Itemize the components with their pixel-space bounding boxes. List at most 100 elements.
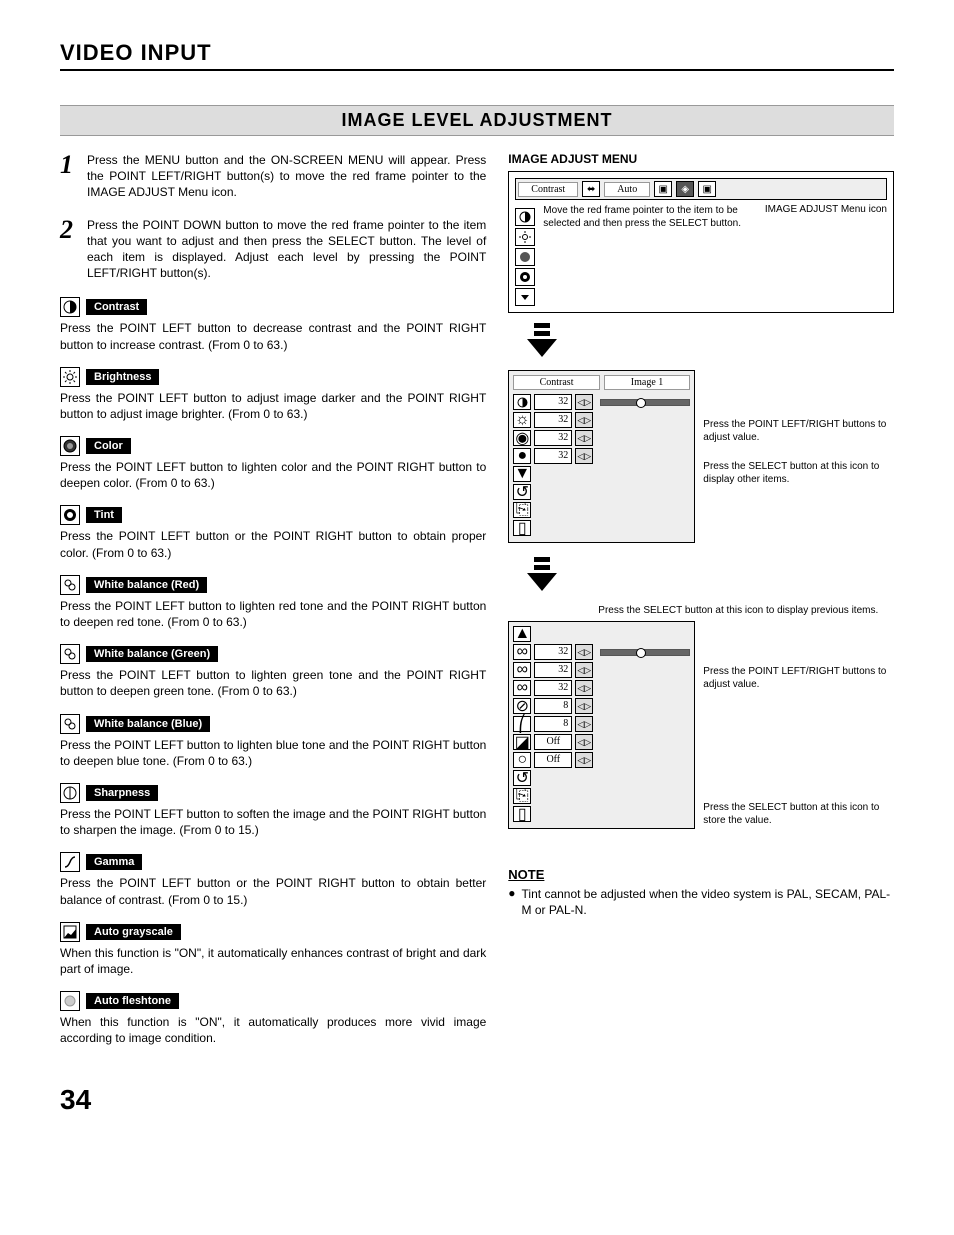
item-text: Press the POINT LEFT button to lighten g… <box>60 667 486 699</box>
section-bar: IMAGE LEVEL ADJUSTMENT <box>60 105 894 136</box>
arrow-down <box>522 557 894 598</box>
wb-red-icon <box>60 575 80 595</box>
item-contrast: Contrast Press the POINT LEFT button to … <box>60 297 486 352</box>
item-text: When this function is "ON", it automatic… <box>60 945 486 977</box>
sharpness-icon <box>60 783 80 803</box>
tb-icon: ⬌ <box>582 181 600 197</box>
note-text: Tint cannot be adjusted when the video s… <box>522 886 894 918</box>
item-text: Press the POINT LEFT button to adjust im… <box>60 390 486 422</box>
note-row: ● Tint cannot be adjusted when the video… <box>508 886 894 918</box>
val: 32 <box>534 680 572 696</box>
grayscale-icon <box>60 922 80 942</box>
store-icon: ⎘ <box>513 788 531 804</box>
sharpness-icon: ⊘ <box>513 698 531 714</box>
submenu-2: ▲ ∞32◁▷ ∞32◁▷ ∞32◁▷ ⊘8◁▷ ⎛8◁▷ ◪Off◁▷ ○Of… <box>508 621 695 829</box>
val: 32 <box>534 430 572 446</box>
lr-arrow: ◁▷ <box>575 752 593 768</box>
lr-arrow: ◁▷ <box>575 412 593 428</box>
slider <box>600 649 690 656</box>
wb-green-icon <box>60 644 80 664</box>
reset-icon: ↺ <box>513 484 531 500</box>
lr-arrow: ◁▷ <box>575 698 593 714</box>
sub-left-label: Contrast <box>513 375 600 390</box>
right-column: IMAGE ADJUST MENU Contrast ⬌ Auto ▣ ◈ ▣ <box>508 152 894 1060</box>
step-num: 2 <box>60 217 73 282</box>
lr-arrow: ◁▷ <box>575 394 593 410</box>
up-icon: ▲ <box>513 626 531 642</box>
left-column: 1 Press the MENU button and the ON-SCREE… <box>60 152 486 1060</box>
item-label: Brightness <box>86 369 159 385</box>
callout: Press the SELECT button at this icon to … <box>703 801 894 827</box>
val: 32 <box>534 448 572 464</box>
icon-label: IMAGE ADJUST Menu icon <box>765 204 887 306</box>
callout: Press the SELECT button at this icon to … <box>598 604 894 617</box>
arrow-down <box>522 323 894 364</box>
item-label: Contrast <box>86 299 147 315</box>
item-text: Press the POINT LEFT button to lighten c… <box>60 459 486 491</box>
wb-green-icon: ∞ <box>513 662 531 678</box>
item-wb-green: White balance (Green) Press the POINT LE… <box>60 644 486 699</box>
step-1: 1 Press the MENU button and the ON-SCREE… <box>60 152 486 201</box>
item-label: White balance (Red) <box>86 577 207 593</box>
color-icon <box>60 436 80 456</box>
callout: Press the SELECT button at this icon to … <box>703 460 894 486</box>
gamma-icon: ⎛ <box>513 716 531 732</box>
item-wb-red: White balance (Red) Press the POINT LEFT… <box>60 575 486 630</box>
tb-icon: ▣ <box>698 181 716 197</box>
val: 8 <box>534 698 572 714</box>
item-label: Auto grayscale <box>86 924 181 940</box>
topbar-label: Contrast <box>518 182 578 197</box>
color-icon <box>515 248 535 266</box>
sub-right-label: Image 1 <box>604 375 691 390</box>
item-tint: Tint Press the POINT LEFT button or the … <box>60 505 486 560</box>
brightness-icon: ☼ <box>513 412 531 428</box>
item-auto-grayscale: Auto grayscale When this function is "ON… <box>60 922 486 977</box>
item-text: Press the POINT LEFT button to decrease … <box>60 320 486 352</box>
grayscale-icon: ◪ <box>513 734 531 750</box>
color-icon: ◉ <box>513 430 531 446</box>
menu-topbar: Contrast ⬌ Auto ▣ ◈ ▣ <box>515 178 887 200</box>
val: 8 <box>534 716 572 732</box>
gamma-icon <box>60 852 80 872</box>
section-title: IMAGE LEVEL ADJUSTMENT <box>60 110 894 131</box>
exit-icon: ▯ <box>513 520 531 536</box>
item-text: Press the POINT LEFT button to lighten b… <box>60 737 486 769</box>
item-text: When this function is "ON", it automatic… <box>60 1014 486 1046</box>
item-text: Press the POINT LEFT button or the POINT… <box>60 875 486 907</box>
tint-icon <box>515 268 535 286</box>
store-icon: ⎘ <box>513 502 531 518</box>
menu-caption: Move the red frame pointer to the item t… <box>543 204 757 230</box>
lr-arrow: ◁▷ <box>575 680 593 696</box>
topbar-auto: Auto <box>604 182 650 197</box>
item-label: Auto fleshtone <box>86 993 179 1009</box>
contrast-icon <box>515 208 535 226</box>
down-icon: ▼ <box>513 466 531 482</box>
submenu-1: Contrast Image 1 32◁▷ ☼32◁▷ ◉32◁▷ ●32◁▷ … <box>508 370 695 543</box>
tint-icon <box>60 505 80 525</box>
item-label: Gamma <box>86 854 142 870</box>
tint-icon: ● <box>513 448 531 464</box>
item-wb-blue: White balance (Blue) Press the POINT LEF… <box>60 714 486 769</box>
lr-arrow: ◁▷ <box>575 430 593 446</box>
tb-icon: ▣ <box>654 181 672 197</box>
val: 32 <box>534 662 572 678</box>
callout: Press the POINT LEFT/RIGHT buttons to ad… <box>703 418 894 444</box>
item-text: Press the POINT LEFT button to soften th… <box>60 806 486 838</box>
item-text: Press the POINT LEFT button to lighten r… <box>60 598 486 630</box>
callout: Press the POINT LEFT/RIGHT buttons to ad… <box>703 665 894 691</box>
item-label: White balance (Green) <box>86 646 218 662</box>
val: 32 <box>534 394 572 410</box>
exit-icon: ▯ <box>513 806 531 822</box>
lr-arrow: ◁▷ <box>575 448 593 464</box>
val: Off <box>534 752 572 768</box>
lr-arrow: ◁▷ <box>575 716 593 732</box>
tb-icon-active: ◈ <box>676 181 694 197</box>
side-icons <box>515 208 535 306</box>
lr-arrow: ◁▷ <box>575 644 593 660</box>
wb-blue-icon: ∞ <box>513 680 531 696</box>
slider <box>600 399 690 406</box>
menu-figure-1: Contrast ⬌ Auto ▣ ◈ ▣ Move the red frame… <box>508 171 894 313</box>
item-label: White balance (Blue) <box>86 716 210 732</box>
lr-arrow: ◁▷ <box>575 734 593 750</box>
item-auto-fleshtone: Auto fleshtone When this function is "ON… <box>60 991 486 1046</box>
